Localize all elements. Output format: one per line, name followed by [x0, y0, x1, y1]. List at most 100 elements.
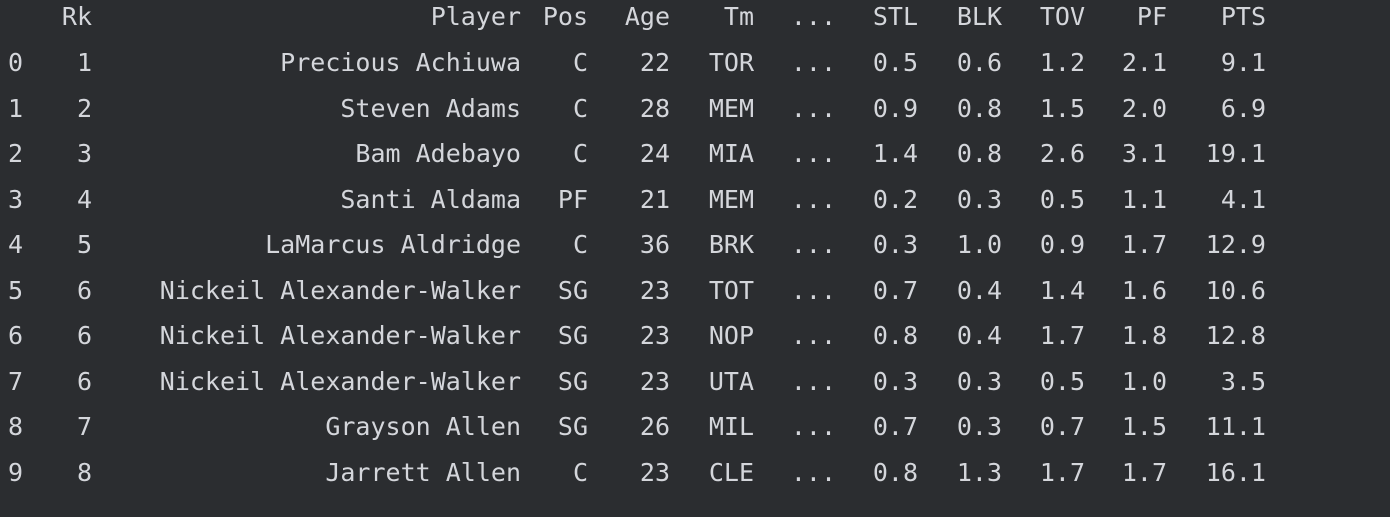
cell-player: Nickeil Alexander-Walker [159, 275, 521, 305]
cell-tm: UTA [708, 366, 754, 396]
cell-tm: CLE [708, 457, 754, 487]
row-index: 4 [8, 230, 24, 259]
cell-player: Nickeil Alexander-Walker [159, 366, 521, 396]
cell-pts: 11.1 [1205, 412, 1266, 441]
cell-stl: 0.3 [872, 366, 918, 396]
cell-rk: 5 [76, 230, 92, 259]
cell-pts: 12.8 [1205, 321, 1266, 350]
cell-blk: 0.6 [956, 48, 1002, 77]
cell-stl: 0.3 [872, 230, 918, 259]
cell-tm: TOR [708, 48, 754, 77]
cell-pts: 12.9 [1205, 230, 1266, 259]
cell-player: Santi Aldama [340, 184, 521, 214]
cell-age: 21 [639, 184, 670, 214]
cell-tm: MIL [708, 412, 754, 441]
cell-tm: MEM [708, 184, 754, 214]
header-tm: Tm [723, 2, 754, 31]
cell-stl: 0.5 [872, 48, 918, 77]
cell-ellipsis: ... [790, 48, 836, 77]
cell-player: LaMarcus Aldridge [265, 230, 521, 259]
header-pos: Pos [542, 2, 588, 31]
cell-age: 28 [639, 93, 670, 123]
row-index: 3 [8, 184, 24, 214]
table-row: 9 8 Jarrett Allen C 23 CLE... 0.8 1.3 1.7 1.7 16.1 [0, 453, 1390, 493]
header-blk: BLK [956, 2, 1002, 31]
cell-stl: 0.2 [872, 184, 918, 214]
row-index: 7 [8, 366, 24, 396]
table-row: 2 3 Bam Adebayo C 24 MIA... 1.4 0.8 2.6 3.1 19.1 [0, 134, 1390, 174]
cell-blk: 0.8 [956, 93, 1002, 123]
cell-blk: 0.3 [956, 412, 1002, 441]
cell-pf: 1.7 [1121, 230, 1167, 259]
cell-rk: 2 [76, 93, 92, 123]
cell-pts: 9.1 [1220, 48, 1266, 77]
cell-pts: 10.6 [1205, 275, 1266, 305]
cell-rk: 6 [76, 275, 92, 305]
cell-pf: 1.6 [1121, 275, 1167, 305]
row-index: 2 [8, 139, 24, 168]
cell-blk: 0.4 [956, 321, 1002, 350]
header-age: Age [624, 2, 670, 31]
cell-tov: 0.9 [1039, 230, 1085, 259]
cell-pf: 3.1 [1121, 139, 1167, 168]
cell-age: 23 [639, 275, 670, 305]
cell-pos: SG [557, 412, 588, 441]
table-row: 1 2 Steven Adams C 28 MEM... 0.9 0.8 1.5 2.0 6.9 [0, 89, 1390, 129]
row-index: 0 [8, 48, 24, 77]
cell-tm: TOT [708, 275, 754, 305]
table-row: 7 6 Nickeil Alexander-Walker SG 23 UTA... 0.3 0… [0, 362, 1390, 402]
cell-ellipsis: ... [790, 230, 836, 259]
cell-pf: 1.5 [1121, 412, 1167, 441]
cell-tov: 1.4 [1039, 275, 1085, 305]
cell-tm: NOP [708, 321, 754, 350]
cell-ellipsis: ... [790, 457, 836, 487]
cell-blk: 0.4 [956, 275, 1002, 305]
cell-pos: C [572, 93, 588, 123]
cell-stl: 0.7 [872, 412, 918, 441]
cell-pf: 2.0 [1121, 93, 1167, 123]
header-pf: PF [1136, 2, 1167, 31]
cell-rk: 4 [76, 184, 92, 214]
cell-ellipsis: ... [790, 275, 836, 305]
cell-tov: 0.5 [1039, 366, 1085, 396]
table-row: 3 4 Santi Aldama PF 21 MEM... 0.2 0.3 0.5 1.1 4.1 [0, 180, 1390, 220]
cell-stl: 1.4 [872, 139, 918, 168]
cell-pos: C [572, 230, 588, 259]
cell-pos: SG [557, 366, 588, 396]
cell-rk: 6 [76, 321, 92, 350]
cell-ellipsis: ... [790, 93, 836, 123]
table-row: 8 7 Grayson Allen SG 26 MIL... 0.7 0.3 0.7 1.5 11.… [0, 407, 1390, 447]
cell-age: 26 [639, 412, 670, 441]
table-row: 4 5 LaMarcus Aldridge C 36 BRK... 0.3 1.0 0.9 1.7… [0, 225, 1390, 265]
cell-pts: 16.1 [1205, 457, 1266, 487]
header-pts: PTS [1220, 2, 1266, 31]
row-index: 6 [8, 321, 24, 350]
cell-ellipsis: ... [790, 412, 836, 441]
cell-pos: PF [557, 184, 588, 214]
cell-tov: 0.5 [1039, 184, 1085, 214]
cell-ellipsis: ... [790, 184, 836, 214]
cell-rk: 3 [76, 139, 92, 168]
cell-pts: 6.9 [1220, 93, 1266, 123]
cell-blk: 1.0 [956, 230, 1002, 259]
cell-tov: 1.7 [1039, 321, 1085, 350]
cell-tm: MIA [708, 139, 754, 168]
header-ellipsis: ... [790, 2, 836, 31]
cell-pos: SG [557, 275, 588, 305]
cell-blk: 0.3 [956, 184, 1002, 214]
cell-age: 24 [639, 139, 670, 168]
cell-stl: 0.8 [872, 321, 918, 350]
cell-player: Jarrett Allen [325, 457, 521, 487]
cell-rk: 7 [76, 412, 92, 441]
cell-tov: 0.7 [1039, 412, 1085, 441]
cell-stl: 0.8 [872, 457, 918, 487]
header-stl: STL [872, 2, 918, 31]
cell-rk: 1 [76, 48, 92, 77]
cell-ellipsis: ... [790, 321, 836, 350]
header-player: Player [430, 2, 521, 31]
cell-ellipsis: ... [790, 366, 836, 396]
cell-tov: 2.6 [1039, 139, 1085, 168]
cell-stl: 0.9 [872, 93, 918, 123]
cell-pf: 1.8 [1121, 321, 1167, 350]
cell-player: Steven Adams [340, 93, 521, 123]
